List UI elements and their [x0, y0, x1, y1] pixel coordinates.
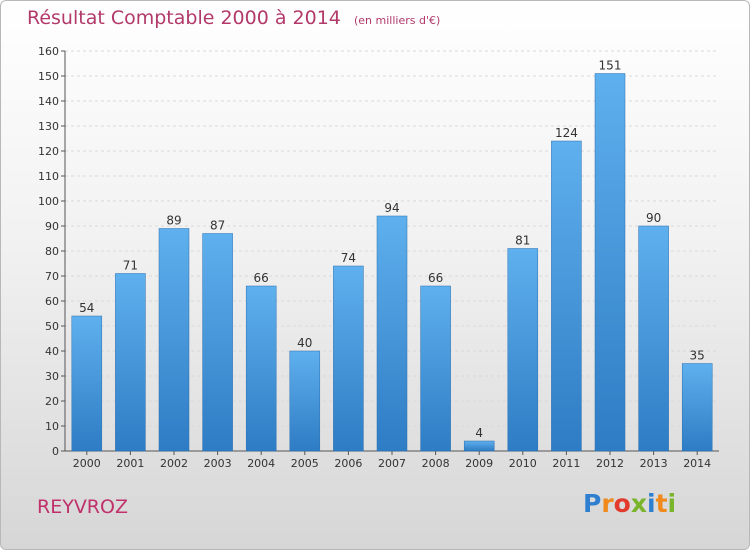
value-label-2009: 4 [475, 426, 483, 440]
y-tick-label: 160 [38, 45, 59, 58]
value-label-2014: 35 [690, 349, 705, 363]
logo-letter: i [647, 489, 656, 518]
title-row: Résultat Comptable 2000 à 2014 (en milli… [27, 7, 440, 29]
y-tick-label: 70 [45, 270, 59, 283]
value-label-2001: 71 [123, 259, 138, 273]
y-tick-label: 80 [45, 245, 59, 258]
bar-2004 [245, 285, 277, 452]
bar-2003 [202, 233, 233, 452]
x-tick-label-2008: 2008 [422, 457, 450, 470]
x-tick-label-2013: 2013 [640, 457, 668, 470]
logo-letter: r [601, 489, 614, 518]
value-label-2003: 87 [210, 219, 225, 233]
y-tick-label: 100 [38, 195, 59, 208]
value-label-2006: 74 [341, 251, 356, 265]
value-label-2011: 124 [555, 126, 578, 140]
y-tick-label: 0 [52, 445, 59, 458]
bar-2013 [638, 225, 669, 452]
bar-2007 [376, 215, 408, 452]
x-tick-label-2006: 2006 [334, 457, 362, 470]
bar-2002 [158, 228, 190, 452]
bar-2014 [681, 363, 713, 452]
logo-letter: x [630, 489, 647, 518]
x-tick-label-2005: 2005 [291, 457, 319, 470]
x-tick-label-2002: 2002 [160, 457, 188, 470]
x-tick-label-2011: 2011 [552, 457, 580, 470]
y-tick-label: 60 [45, 295, 59, 308]
y-tick-label: 130 [38, 120, 59, 133]
chart-subtitle: (en milliers d'€) [353, 14, 441, 27]
x-tick-label-2004: 2004 [247, 457, 275, 470]
value-label-2002: 89 [166, 214, 181, 228]
bar-2012 [594, 73, 626, 452]
value-label-2004: 66 [254, 271, 269, 285]
bar-2011 [551, 140, 582, 452]
x-tick-label-2009: 2009 [465, 457, 493, 470]
x-tick-label-2007: 2007 [378, 457, 406, 470]
y-tick-label: 110 [38, 170, 59, 183]
x-tick-label-2010: 2010 [509, 457, 537, 470]
bar-2009 [463, 440, 495, 452]
bar-2006 [333, 265, 364, 452]
value-label-2008: 66 [428, 271, 443, 285]
value-label-2005: 40 [297, 336, 312, 350]
value-label-2007: 94 [384, 201, 399, 215]
logo-letter: o [613, 489, 631, 518]
bar-2010 [507, 248, 539, 452]
y-tick-label: 90 [45, 220, 59, 233]
labels: 0 10 20 30 40 50 60 70 80 90 100 110 120 130 140 150 160… [38, 45, 711, 470]
x-tick-label-2012: 2012 [596, 457, 624, 470]
logo-letter: P [583, 489, 602, 518]
commune-name: REYVROZ [37, 496, 128, 518]
y-tick-label: 150 [38, 70, 59, 83]
x-tick-label-2000: 2000 [73, 457, 101, 470]
logo-letter: t [655, 489, 668, 518]
bar-2000 [71, 315, 103, 452]
value-label-2013: 90 [646, 211, 661, 225]
y-tick-label: 140 [38, 95, 59, 108]
bar-2001 [115, 273, 146, 452]
value-label-2012: 151 [599, 59, 622, 73]
proxiti-logo: Proxiti [583, 489, 676, 518]
y-tick-label: 120 [38, 145, 59, 158]
y-tick-label: 40 [45, 345, 59, 358]
x-tick-label-2003: 2003 [204, 457, 232, 470]
y-tick-label: 30 [45, 370, 59, 383]
bar-2005 [289, 350, 321, 452]
y-tick-label: 10 [45, 420, 59, 433]
chart-title: Résultat Comptable 2000 à 2014 [27, 7, 341, 29]
value-label-2000: 54 [79, 301, 94, 315]
logo-letter: i [667, 489, 677, 518]
value-label-2010: 81 [515, 234, 530, 248]
x-tick-label-2014: 2014 [683, 457, 711, 470]
y-tick-label: 20 [45, 395, 59, 408]
bars [71, 73, 713, 452]
y-tick-label: 50 [45, 320, 59, 333]
x-tick-label-2001: 2001 [116, 457, 144, 470]
bar-2008 [420, 285, 451, 452]
